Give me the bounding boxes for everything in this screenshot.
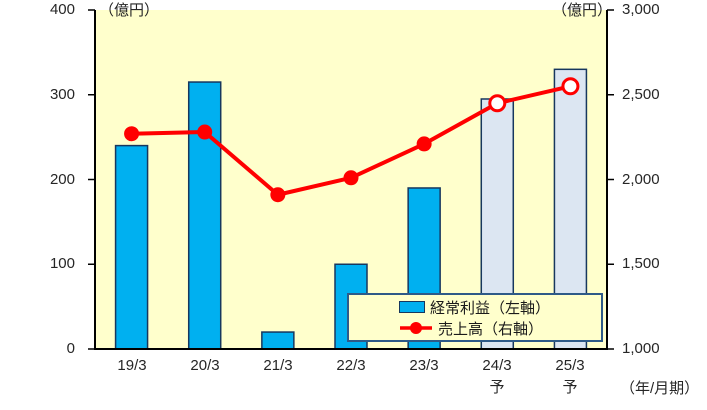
line-point-24/3-forecast <box>488 94 507 113</box>
legend-item-sales: 売上高（右軸） <box>399 319 601 338</box>
right-axis-tick-3000: 3,000 <box>622 1 660 18</box>
line-point-25/3-forecast <box>561 77 580 96</box>
legend-label-profit: 経常利益（左軸） <box>430 299 551 317</box>
right-axis-unit-label: （億円） <box>552 2 613 19</box>
bar-20/3 <box>187 81 222 350</box>
legend-label-sales: 売上高（右軸） <box>438 320 544 338</box>
left-axis-tick-300: 300 <box>49 86 75 103</box>
x-tick-24-3: 24/3 <box>482 357 512 374</box>
line-point-21/3 <box>270 187 286 203</box>
line-point-22/3 <box>343 170 359 186</box>
left-axis-tick-100: 100 <box>49 255 75 272</box>
x-tick-25-3: 25/3 <box>555 357 585 374</box>
right-axis-tick-1500: 1,500 <box>622 255 660 272</box>
left-axis-tick-400: 400 <box>49 1 75 18</box>
left-axis-tick-200: 200 <box>49 171 75 188</box>
line-dot-icon <box>400 322 432 334</box>
right-axis-tick-2000: 2,000 <box>622 171 660 188</box>
left-axis-unit-label: （億円） <box>99 2 160 19</box>
line-point-19/3 <box>124 126 140 142</box>
bar-swatch-icon <box>399 301 425 313</box>
right-axis-tick-2500: 2,500 <box>622 86 660 103</box>
right-axis-tick-1000: 1,000 <box>622 340 660 357</box>
x-tick-24-3-forecast-mark: 予 <box>489 379 505 396</box>
x-tick-23-3: 23/3 <box>409 357 439 374</box>
x-tick-25-3-forecast-mark: 予 <box>562 379 578 396</box>
x-tick-19-3: 19/3 <box>117 357 147 374</box>
legend-item-profit: 経常利益（左軸） <box>399 298 601 317</box>
x-tick-20-3: 20/3 <box>190 357 220 374</box>
left-axis-tick-0: 0 <box>66 340 75 357</box>
x-tick-22-3: 22/3 <box>336 357 366 374</box>
line-point-20/3 <box>197 124 213 140</box>
bar-19/3 <box>114 144 149 350</box>
x-axis-note: （年/月期） <box>620 380 700 397</box>
x-tick-21-3: 21/3 <box>263 357 293 374</box>
bar-21/3 <box>261 331 295 350</box>
chart-legend: 経常利益（左軸） 売上高（右軸） <box>347 293 603 342</box>
line-point-23/3 <box>416 136 432 152</box>
